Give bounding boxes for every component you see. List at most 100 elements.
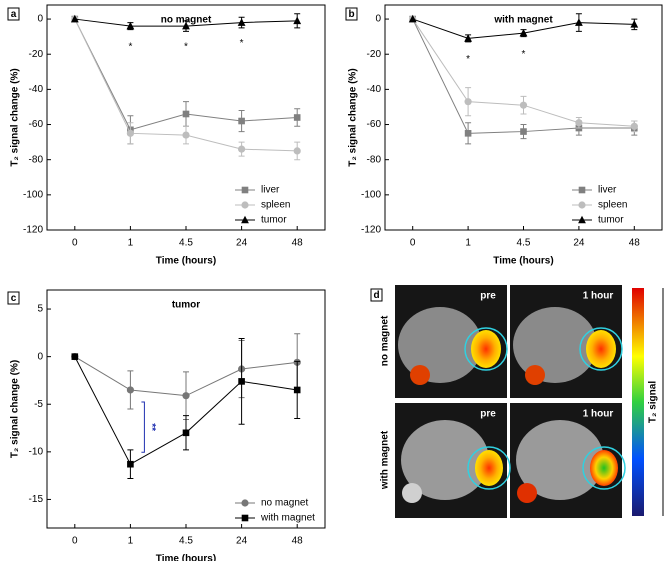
y-tick-label: -60 (367, 119, 382, 130)
marker (70, 14, 79, 23)
x-tick-label: 0 (410, 238, 416, 249)
marker (241, 499, 249, 507)
y-axis-label: T₂ signal change (%) (10, 68, 21, 166)
x-axis-label: Time (hours) (156, 256, 216, 267)
x-tick-label: 48 (292, 238, 304, 249)
marker (241, 215, 249, 224)
panel-label: c (11, 293, 17, 304)
annotation: * (184, 42, 188, 53)
y-tick-label: -20 (29, 49, 44, 60)
plot-frame (384, 4, 663, 231)
panel-label: b (348, 9, 354, 20)
row-label: no magnet (380, 315, 391, 366)
x-tick-label: 1 (128, 238, 134, 249)
tissue (398, 307, 482, 383)
panel-label-box (370, 288, 383, 302)
annotation: * (522, 49, 526, 60)
column-label: 1 hour (583, 291, 614, 302)
y-tick-label: -120 (361, 225, 381, 236)
column-label: 1 hour (583, 409, 614, 420)
marker (71, 353, 79, 360)
tumor-circle (467, 446, 511, 490)
reference-tube (525, 365, 545, 385)
y-tick-label: -20 (367, 49, 382, 60)
x-tick-label: 24 (573, 238, 585, 249)
panel-label-box (345, 7, 358, 21)
tumor-signal (475, 450, 503, 486)
legend-label: tumor (261, 215, 287, 226)
chart-title: with magnet (493, 15, 553, 26)
y-tick-label: 0 (37, 351, 43, 362)
tumor-signal (590, 450, 618, 486)
y-tick-label: -40 (29, 84, 44, 95)
marker (519, 28, 528, 37)
column-label: pre (480, 291, 496, 302)
tumor-circle (464, 327, 508, 371)
y-tick-label: -5 (34, 399, 43, 410)
legend-label: spleen (261, 200, 290, 211)
tissue (513, 307, 597, 383)
x-tick-label: 24 (236, 536, 248, 547)
y-tick-label: -100 (23, 189, 43, 200)
chart-title: tumor (172, 300, 200, 311)
x-tick-label: 0 (72, 238, 78, 249)
marker (293, 386, 301, 394)
annotation: ** (146, 423, 157, 431)
panel-label: d (373, 290, 379, 301)
marker (464, 98, 472, 106)
panel-d: T₂ signal no magnet with magnet pre 1 ho… (370, 285, 664, 518)
panel-label-box (7, 291, 20, 305)
x-tick-label: 4.5 (179, 536, 193, 547)
x-tick-label: 1 (465, 238, 471, 249)
marker (126, 386, 134, 394)
marker (519, 101, 528, 109)
chart-title: no magnet (161, 15, 212, 26)
y-axis-label: T₂ signal change (%) (348, 68, 359, 166)
legend-label: liver (261, 185, 280, 196)
x-tick-label: 48 (629, 238, 641, 249)
x-tick-label: 1 (128, 536, 134, 547)
marker (127, 460, 134, 468)
marker (575, 18, 583, 26)
y-tick-label: -60 (29, 119, 44, 130)
marker (237, 18, 246, 26)
x-tick-label: 48 (292, 536, 304, 547)
colorbar (632, 288, 644, 516)
legend-label: liver (598, 185, 617, 196)
column-label: pre (480, 409, 496, 420)
y-tick-label: -80 (367, 154, 382, 165)
y-tick-label: -80 (29, 154, 44, 165)
marker (520, 128, 527, 135)
tumor-signal (471, 330, 501, 368)
y-tick-label: 0 (375, 14, 381, 25)
marker (238, 145, 246, 153)
marker (182, 392, 190, 400)
legend-label: no magnet (261, 498, 308, 509)
annotation: * (128, 42, 132, 53)
panel-label-box (7, 7, 20, 21)
marker (578, 186, 586, 194)
marker (241, 201, 249, 209)
y-tick-label: -10 (29, 446, 44, 457)
y-tick-label: 0 (37, 14, 43, 25)
colorbar-label: T₂ signal (648, 381, 659, 423)
chart: 5 0 -5 -10 -15 0 1 4.5 24 48 Time (hours) T₂ signal… (7, 289, 326, 561)
x-axis-label: Time (hours) (493, 256, 553, 267)
marker (182, 429, 190, 437)
marker (241, 514, 249, 522)
chart: 0 -20 -40 -60 -80 -100 -120 0 1 4.5 24 48 Time (hour… (345, 4, 663, 267)
reference-tube (410, 365, 430, 385)
marker (578, 201, 586, 209)
marker (293, 16, 302, 25)
x-tick-label: 4.5 (179, 238, 193, 249)
marker (464, 130, 472, 137)
marker (126, 21, 135, 30)
marker (293, 114, 301, 121)
row-label: with magnet (380, 430, 391, 490)
tumor-signal (586, 330, 616, 368)
x-axis-label: Time (hours) (156, 554, 216, 561)
y-axis-label: T₂ signal change (%) (10, 360, 21, 458)
marker (575, 119, 583, 127)
x-tick-label: 24 (236, 238, 248, 249)
panel-label: a (11, 9, 17, 20)
